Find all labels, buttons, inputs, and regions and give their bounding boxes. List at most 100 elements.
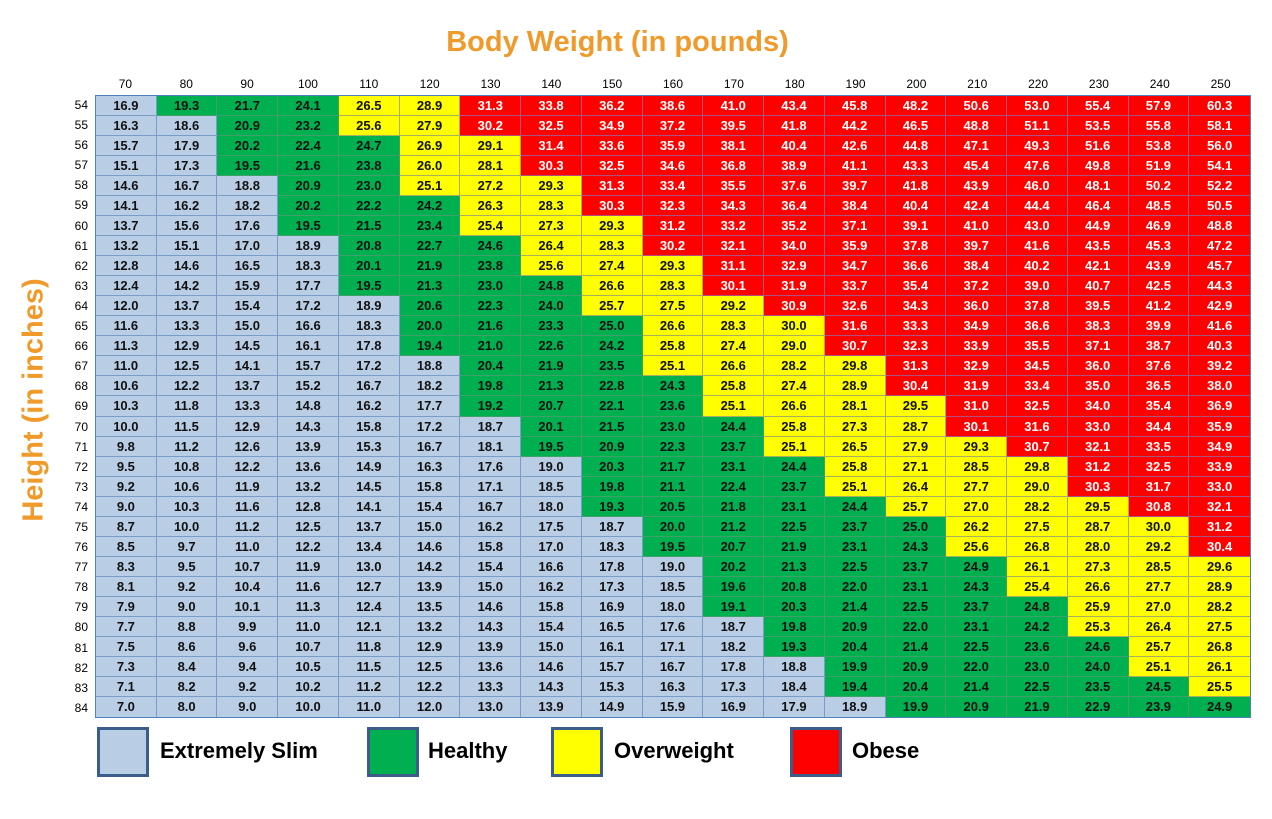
bmi-cell-slim: 16.7 bbox=[642, 656, 704, 677]
bmi-cell-obese: 31.6 bbox=[1007, 416, 1068, 437]
bmi-cell-healthy: 22.1 bbox=[581, 396, 643, 417]
bmi-cell-healthy: 23.0 bbox=[338, 176, 400, 197]
height-row-header: 59 bbox=[74, 198, 88, 213]
bmi-cell-overweight: 29.2 bbox=[1128, 536, 1190, 557]
bmi-cell-overweight: 27.4 bbox=[581, 256, 643, 277]
bmi-cell-slim: 12.2 bbox=[399, 676, 461, 697]
bmi-cell-healthy: 21.8 bbox=[703, 496, 765, 517]
bmi-cell-obese: 42.9 bbox=[1189, 296, 1250, 317]
bmi-cell-obese: 45.4 bbox=[946, 156, 1008, 177]
bmi-cell-slim: 15.3 bbox=[338, 436, 400, 457]
height-row-header: 84 bbox=[74, 700, 88, 715]
bmi-cell-healthy: 23.3 bbox=[521, 316, 582, 337]
bmi-cell-slim: 18.4 bbox=[764, 676, 825, 697]
bmi-cell-slim: 17.9 bbox=[156, 136, 218, 157]
bmi-cell-healthy: 23.7 bbox=[824, 516, 886, 537]
bmi-cell-slim: 11.8 bbox=[156, 396, 218, 417]
bmi-cell-slim: 13.7 bbox=[217, 376, 279, 397]
bmi-cell-obese: 35.2 bbox=[764, 216, 825, 237]
bmi-cell-obese: 37.8 bbox=[885, 236, 947, 257]
bmi-cell-healthy: 22.4 bbox=[278, 136, 339, 157]
bmi-cell-healthy: 21.9 bbox=[399, 256, 461, 277]
bmi-cell-slim: 8.3 bbox=[96, 556, 157, 577]
bmi-cell-obese: 35.5 bbox=[703, 176, 765, 197]
bmi-cell-healthy: 20.8 bbox=[764, 576, 825, 597]
bmi-cell-obese: 36.6 bbox=[885, 256, 947, 277]
bmi-cell-healthy: 19.8 bbox=[581, 476, 643, 497]
bmi-cell-overweight: 25.4 bbox=[1007, 576, 1068, 597]
bmi-cell-healthy: 19.4 bbox=[399, 336, 461, 357]
bmi-cell-healthy: 23.8 bbox=[338, 156, 400, 177]
height-row-header: 67 bbox=[74, 359, 88, 374]
bmi-cell-slim: 14.6 bbox=[156, 256, 218, 277]
bmi-cell-slim: 18.3 bbox=[278, 256, 339, 277]
bmi-cell-overweight: 28.3 bbox=[581, 236, 643, 257]
bmi-cell-overweight: 25.8 bbox=[764, 416, 825, 437]
bmi-cell-slim: 9.4 bbox=[217, 656, 279, 677]
bmi-cell-obese: 33.9 bbox=[1189, 456, 1250, 477]
bmi-cell-obese: 32.3 bbox=[885, 336, 947, 357]
bmi-cell-healthy: 20.9 bbox=[217, 116, 279, 137]
bmi-cell-healthy: 21.4 bbox=[885, 636, 947, 657]
bmi-cell-slim: 17.0 bbox=[521, 536, 582, 557]
bmi-cell-slim: 17.6 bbox=[642, 616, 704, 637]
bmi-cell-slim: 15.8 bbox=[521, 596, 582, 617]
bmi-cell-obese: 33.0 bbox=[1189, 476, 1250, 497]
bmi-cell-healthy: 24.6 bbox=[460, 236, 522, 257]
bmi-cell-healthy: 22.5 bbox=[1007, 676, 1068, 697]
bmi-cell-slim: 16.1 bbox=[278, 336, 339, 357]
bmi-cell-healthy: 21.5 bbox=[581, 416, 643, 437]
bmi-cell-healthy: 21.6 bbox=[278, 156, 339, 177]
bmi-cell-healthy: 23.7 bbox=[946, 596, 1008, 617]
bmi-cell-slim: 13.2 bbox=[399, 616, 461, 637]
bmi-cell-obese: 57.9 bbox=[1128, 96, 1190, 117]
legend-label-overweight: Overweight bbox=[614, 738, 734, 763]
bmi-cell-obese: 40.4 bbox=[764, 136, 825, 157]
bmi-cell-obese: 35.9 bbox=[824, 236, 886, 257]
bmi-cell-slim: 12.2 bbox=[217, 456, 279, 477]
y-axis-label: Height (in inches) bbox=[17, 278, 50, 522]
bmi-cell-slim: 19.0 bbox=[521, 456, 582, 477]
bmi-cell-healthy: 25.0 bbox=[581, 316, 643, 337]
weight-column-header: 70 bbox=[118, 77, 133, 91]
bmi-cell-obese: 44.2 bbox=[824, 116, 886, 137]
bmi-cell-obese: 41.6 bbox=[1007, 236, 1068, 257]
bmi-cell-slim: 18.7 bbox=[581, 516, 643, 537]
bmi-cell-healthy: 20.4 bbox=[824, 636, 886, 657]
bmi-cell-overweight: 27.5 bbox=[642, 296, 704, 317]
bmi-cell-slim: 10.5 bbox=[278, 656, 339, 677]
height-row-header: 68 bbox=[74, 379, 88, 394]
bmi-cell-slim: 18.3 bbox=[338, 316, 400, 337]
bmi-cell-overweight: 26.6 bbox=[703, 356, 765, 377]
weight-column-header: 170 bbox=[723, 77, 744, 91]
bmi-cell-healthy: 23.0 bbox=[1007, 656, 1068, 677]
bmi-cell-overweight: 28.7 bbox=[885, 416, 947, 437]
bmi-cell-overweight: 25.7 bbox=[1128, 636, 1190, 657]
bmi-cell-healthy: 21.7 bbox=[642, 456, 704, 477]
bmi-cell-overweight: 29.1 bbox=[460, 136, 522, 157]
bmi-cell-overweight: 27.0 bbox=[946, 496, 1008, 517]
bmi-cell-slim: 10.8 bbox=[156, 456, 218, 477]
bmi-cell-overweight: 28.5 bbox=[946, 456, 1008, 477]
bmi-cell-obese: 30.7 bbox=[824, 336, 886, 357]
bmi-cell-slim: 17.6 bbox=[217, 216, 279, 237]
bmi-cell-overweight: 26.8 bbox=[1189, 636, 1250, 657]
bmi-cell-overweight: 25.6 bbox=[521, 256, 582, 277]
bmi-cell-healthy: 23.0 bbox=[642, 416, 704, 437]
bmi-cell-slim: 15.0 bbox=[521, 636, 582, 657]
bmi-cell-healthy: 23.1 bbox=[703, 456, 765, 477]
bmi-cell-slim: 11.6 bbox=[217, 496, 279, 517]
bmi-cell-slim: 16.7 bbox=[460, 496, 522, 517]
bmi-cell-obese: 40.4 bbox=[885, 196, 947, 217]
bmi-cell-obese: 46.9 bbox=[1128, 216, 1190, 237]
legend-swatch-slim bbox=[97, 727, 149, 777]
bmi-cell-obese: 36.0 bbox=[946, 296, 1008, 317]
bmi-cell-obese: 55.8 bbox=[1128, 116, 1190, 137]
bmi-cell-slim: 18.5 bbox=[521, 476, 582, 497]
bmi-cell-slim: 15.3 bbox=[581, 676, 643, 697]
bmi-cell-slim: 15.4 bbox=[460, 556, 522, 577]
bmi-cell-obese: 45.8 bbox=[824, 96, 886, 117]
bmi-cell-obese: 40.2 bbox=[1007, 256, 1068, 277]
bmi-cell-slim: 17.8 bbox=[338, 336, 400, 357]
bmi-cell-slim: 11.9 bbox=[217, 476, 279, 497]
